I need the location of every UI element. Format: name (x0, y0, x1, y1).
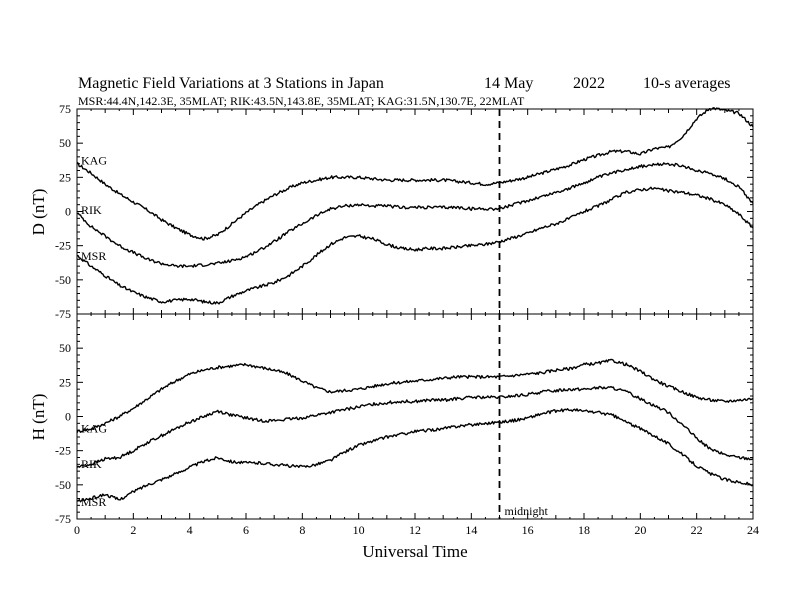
x-tick-label: 6 (243, 523, 249, 537)
x-tick-label: 16 (522, 523, 534, 537)
series-line-rik-top (76, 162, 754, 269)
x-tick-label: 12 (409, 523, 421, 537)
y-tick-label: 0 (65, 410, 71, 424)
bottom-panel-frame (76, 313, 754, 520)
y-tick-label: -75 (55, 307, 71, 321)
x-tick-label: 0 (74, 523, 80, 537)
series-line-msr-bottom (76, 408, 754, 503)
midnight-marker-label: midnight (505, 504, 549, 518)
bottom-panel-ylabel: H (nT) (29, 394, 48, 441)
x-tick-label: 22 (691, 523, 703, 537)
series-line-kag-top (76, 107, 754, 241)
y-tick-label: 50 (59, 136, 71, 150)
station-label-rik-top: RIK (81, 203, 102, 217)
series-line-rik-bottom (76, 385, 754, 468)
top-panel-frame (76, 108, 754, 315)
station-label-rik-bottom: RIK (81, 457, 102, 471)
chart-title: Magnetic Field Variations at 3 Stations … (78, 75, 384, 92)
y-tick-label: 25 (59, 375, 71, 389)
y-tick-label: 0 (65, 205, 71, 219)
top-panel-ylabel-group: D (nT) (29, 189, 48, 236)
y-tick-label: -50 (55, 478, 71, 492)
x-axis-label: Universal Time (362, 542, 467, 561)
chart-header: Magnetic Field Variations at 3 Stations … (78, 75, 731, 108)
y-tick-label: -50 (55, 273, 71, 287)
y-tick-label: -25 (55, 239, 71, 253)
y-tick-label: -25 (55, 444, 71, 458)
chart-year: 2022 (573, 75, 605, 92)
y-tick-label: 25 (59, 170, 71, 184)
y-tick-label: 50 (59, 341, 71, 355)
x-tick-label: 8 (299, 523, 305, 537)
station-label-kag-bottom: KAG (81, 422, 107, 436)
x-tick-label: 18 (578, 523, 590, 537)
chart-date: 14 May (484, 75, 533, 92)
x-tick-label: 24 (747, 523, 759, 537)
station-label-msr-bottom: MSR (81, 495, 106, 509)
station-label-kag-top: KAG (81, 154, 107, 168)
y-tick-label: 75 (59, 102, 71, 116)
chart-stations-line: MSR:44.4N,142.3E, 35MLAT; RIK:43.5N,143.… (78, 94, 525, 108)
y-tick-label: -75 (55, 512, 71, 526)
series-line-msr-top (76, 186, 754, 305)
x-tick-label: 2 (130, 523, 136, 537)
x-tick-label: 20 (634, 523, 646, 537)
x-tick-label: 4 (187, 523, 193, 537)
series-line-kag-bottom (76, 358, 754, 434)
chart-averaging: 10-s averages (643, 75, 731, 92)
x-tick-label: 10 (353, 523, 365, 537)
x-tick-label: 14 (465, 523, 477, 537)
station-label-msr-top: MSR (81, 249, 106, 263)
midnight-marker-layer: midnight (498, 109, 549, 519)
series-layer: KAG RIK MSR KAG RIK MSR (76, 107, 754, 509)
bottom-panel-ylabel-group: H (nT) (29, 394, 48, 441)
top-panel-ylabel: D (nT) (29, 189, 48, 236)
